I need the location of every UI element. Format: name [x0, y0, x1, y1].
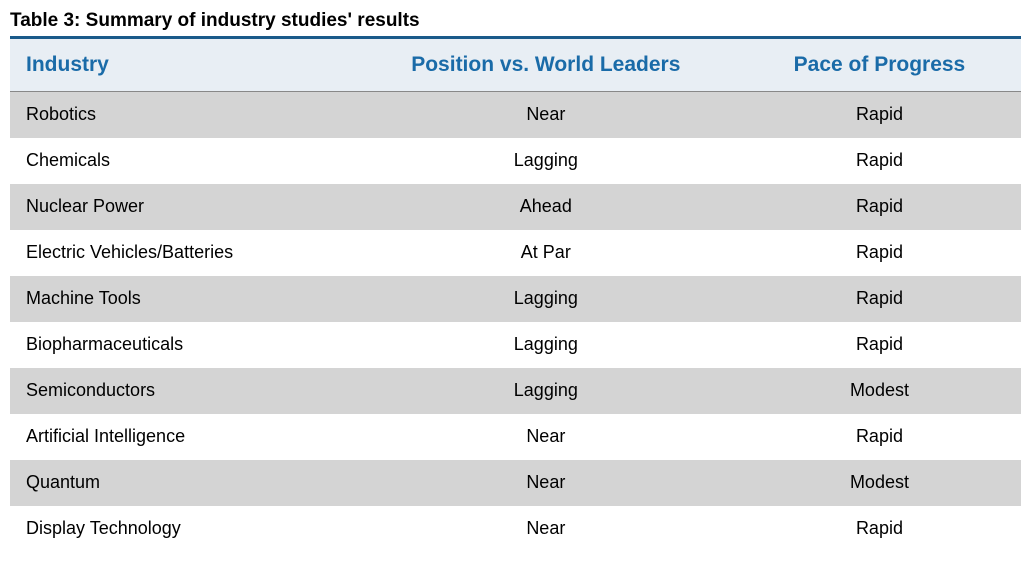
cell-position: Lagging [354, 276, 738, 322]
table-row: Display Technology Near Rapid [10, 506, 1021, 552]
cell-position: Ahead [354, 184, 738, 230]
cell-industry: Machine Tools [10, 276, 354, 322]
table-row: Chemicals Lagging Rapid [10, 138, 1021, 184]
cell-industry: Display Technology [10, 506, 354, 552]
cell-position: Near [354, 92, 738, 138]
cell-position: At Par [354, 230, 738, 276]
cell-pace: Rapid [738, 184, 1021, 230]
cell-pace: Modest [738, 368, 1021, 414]
column-header-position: Position vs. World Leaders [354, 39, 738, 92]
cell-position: Lagging [354, 138, 738, 184]
table-row: Nuclear Power Ahead Rapid [10, 184, 1021, 230]
cell-industry: Semiconductors [10, 368, 354, 414]
table-row: Biopharmaceuticals Lagging Rapid [10, 322, 1021, 368]
cell-pace: Rapid [738, 230, 1021, 276]
cell-pace: Rapid [738, 506, 1021, 552]
cell-pace: Rapid [738, 138, 1021, 184]
column-header-pace: Pace of Progress [738, 39, 1021, 92]
cell-pace: Modest [738, 460, 1021, 506]
table-row: Artificial Intelligence Near Rapid [10, 414, 1021, 460]
cell-industry: Electric Vehicles/Batteries [10, 230, 354, 276]
cell-industry: Chemicals [10, 138, 354, 184]
cell-position: Near [354, 460, 738, 506]
cell-position: Near [354, 506, 738, 552]
cell-industry: Biopharmaceuticals [10, 322, 354, 368]
column-header-industry: Industry [10, 39, 354, 92]
table-header-row: Industry Position vs. World Leaders Pace… [10, 39, 1021, 92]
cell-pace: Rapid [738, 276, 1021, 322]
table-row: Electric Vehicles/Batteries At Par Rapid [10, 230, 1021, 276]
cell-pace: Rapid [738, 92, 1021, 138]
table-row: Robotics Near Rapid [10, 92, 1021, 138]
cell-industry: Nuclear Power [10, 184, 354, 230]
industry-studies-table-container: Table 3: Summary of industry studies' re… [10, 10, 1021, 552]
industry-studies-table: Industry Position vs. World Leaders Pace… [10, 39, 1021, 552]
table-row: Machine Tools Lagging Rapid [10, 276, 1021, 322]
cell-position: Lagging [354, 368, 738, 414]
table-row: Semiconductors Lagging Modest [10, 368, 1021, 414]
cell-position: Near [354, 414, 738, 460]
cell-industry: Artificial Intelligence [10, 414, 354, 460]
table-title: Table 3: Summary of industry studies' re… [10, 10, 1021, 36]
cell-industry: Robotics [10, 92, 354, 138]
cell-position: Lagging [354, 322, 738, 368]
cell-pace: Rapid [738, 414, 1021, 460]
table-row: Quantum Near Modest [10, 460, 1021, 506]
cell-industry: Quantum [10, 460, 354, 506]
cell-pace: Rapid [738, 322, 1021, 368]
table-body: Robotics Near Rapid Chemicals Lagging Ra… [10, 92, 1021, 552]
